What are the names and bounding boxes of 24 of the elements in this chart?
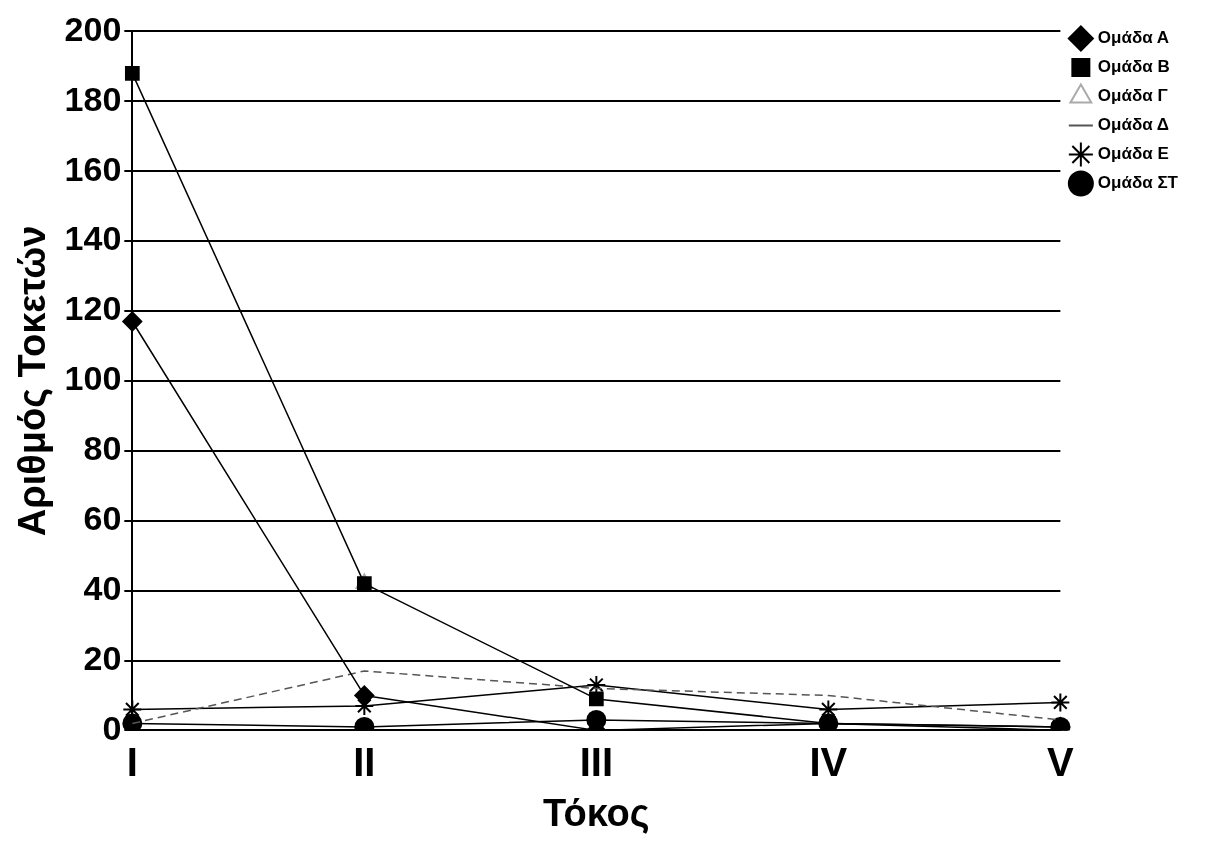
x-axis-title: Τόκος [543,791,650,834]
y-tick-label: 100 [64,359,122,398]
y-tick-label: 200 [64,9,122,48]
y-tick-label: 40 [83,568,122,607]
legend-label: Ομάδα Γ [1097,86,1168,106]
y-tick-label: 80 [83,429,122,468]
y-tick-label: 0 [102,708,122,747]
legend-label: Ομάδα Β [1097,57,1170,77]
y-tick-label: 180 [64,79,122,118]
x-tick-label: I [126,740,138,785]
legend-label: Ομάδα Δ [1097,115,1170,135]
legend-label: Ομάδα ΣΤ [1097,173,1179,193]
x-tick-label: III [579,740,614,785]
y-tick-label: 20 [83,638,122,677]
x-tick-label: IV [809,740,848,785]
legend-label: Ομάδα Ε [1097,144,1169,164]
x-tick-label: V [1047,740,1075,785]
y-tick-label: 60 [83,499,122,538]
y-tick-label: 140 [64,219,122,258]
y-tick-label: 120 [64,289,122,328]
y-tick-label: 160 [64,149,122,188]
x-tick-label: II [353,740,376,785]
legend-label: Ομάδα Α [1097,28,1170,48]
y-axis-title: Αριθμός Τοκετών [11,225,54,537]
